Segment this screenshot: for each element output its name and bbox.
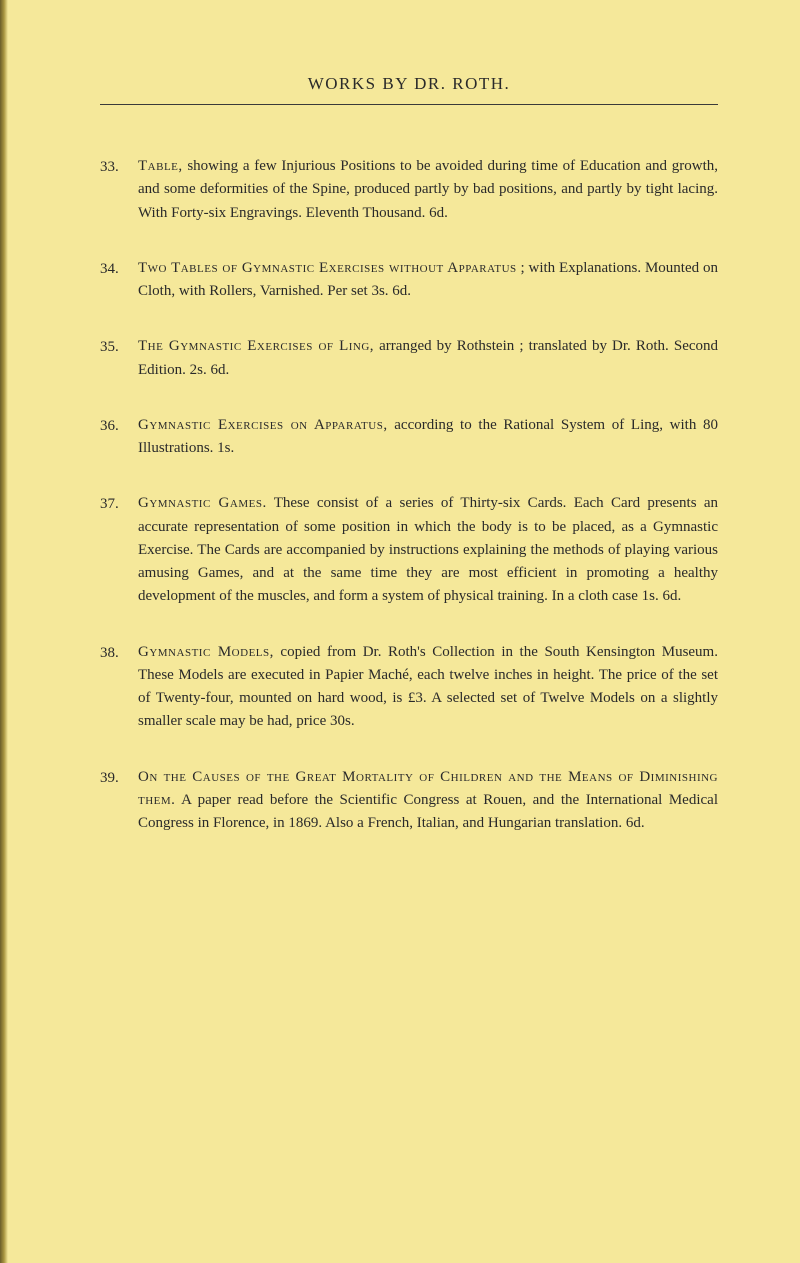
entry-33: 33. Table, showing a few Injurious Posit…	[100, 155, 718, 225]
entry-body: Gymnastic Models, copied from Dr. Roth's…	[138, 641, 718, 734]
entry-35: 35. The Gymnastic Exercises of Ling, arr…	[100, 335, 718, 382]
entry-body: Gymnastic Exercises on Apparatus, accord…	[138, 414, 718, 461]
entry-text: A paper read before the Scientific Congr…	[138, 792, 718, 831]
entry-body: Gymnastic Games. These consist of a seri…	[138, 492, 718, 608]
entry-title: The Gymnastic Exercises of Ling,	[138, 338, 374, 354]
entry-39: 39. On the Causes of the Great Mortality…	[100, 766, 718, 836]
entry-36: 36. Gymnastic Exercises on Apparatus, ac…	[100, 414, 718, 461]
entry-body: Two Tables of Gymnastic Exercises withou…	[138, 257, 718, 304]
entry-text: showing a few Injurious Positions to be …	[138, 158, 718, 221]
entry-37: 37. Gymnastic Games. These consist of a …	[100, 492, 718, 608]
entry-number: 36.	[100, 414, 138, 461]
entry-number: 38.	[100, 641, 138, 734]
entry-title: Gymnastic Exercises on Apparatus,	[138, 417, 388, 433]
entry-body: The Gymnastic Exercises of Ling, arrange…	[138, 335, 718, 382]
entry-38: 38. Gymnastic Models, copied from Dr. Ro…	[100, 641, 718, 734]
header-rule	[100, 104, 718, 105]
entry-34: 34. Two Tables of Gymnastic Exercises wi…	[100, 257, 718, 304]
entry-body: On the Causes of the Great Mortality of …	[138, 766, 718, 836]
entry-number: 37.	[100, 492, 138, 608]
page-title: WORKS BY DR. ROTH.	[100, 74, 718, 94]
entry-body: Table, showing a few Injurious Positions…	[138, 155, 718, 225]
entry-text: These consist of a series of Thirty-six …	[138, 495, 718, 604]
entry-title: Two Tables of Gymnastic Exercises withou…	[138, 260, 517, 276]
entry-number: 39.	[100, 766, 138, 836]
entry-number: 34.	[100, 257, 138, 304]
entry-number: 33.	[100, 155, 138, 225]
entry-title: Gymnastic Games.	[138, 495, 267, 511]
entry-title: Table,	[138, 158, 183, 174]
entry-title: Gymnastic Models,	[138, 644, 274, 660]
page-binding-shadow	[0, 0, 8, 1263]
entry-number: 35.	[100, 335, 138, 382]
